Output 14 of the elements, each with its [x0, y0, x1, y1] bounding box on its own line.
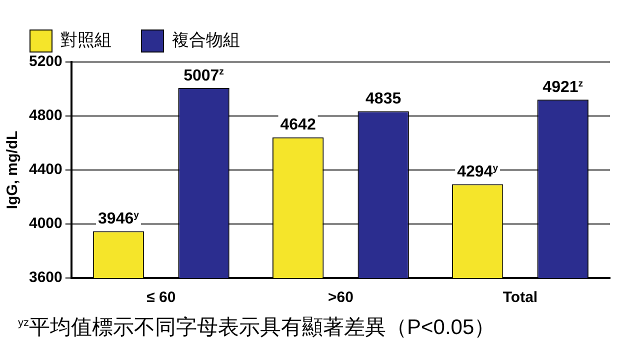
- y-tick-label: 4800: [28, 107, 62, 124]
- y-tick-label: 4400: [28, 161, 62, 178]
- x-tick-label: Total: [502, 289, 538, 306]
- x-tick-label: >60: [328, 289, 354, 306]
- x-tick-label: ≤ 60: [146, 289, 176, 306]
- y-tick-label: 3600: [28, 269, 62, 286]
- y-tick-label: 4000: [28, 215, 62, 232]
- legend-label: 對照組: [60, 30, 112, 50]
- data-label: 4835: [366, 90, 402, 108]
- legend-label: 複合物組: [172, 30, 240, 50]
- y-axis-title: IgG, mg/dL: [4, 130, 22, 210]
- text: $^{yz}$平均值標示不同字母表示具有顯著差異（P<0.05）: [17, 315, 496, 340]
- data-label: 4642: [280, 116, 316, 134]
- y-tick-label: 5200: [28, 53, 62, 70]
